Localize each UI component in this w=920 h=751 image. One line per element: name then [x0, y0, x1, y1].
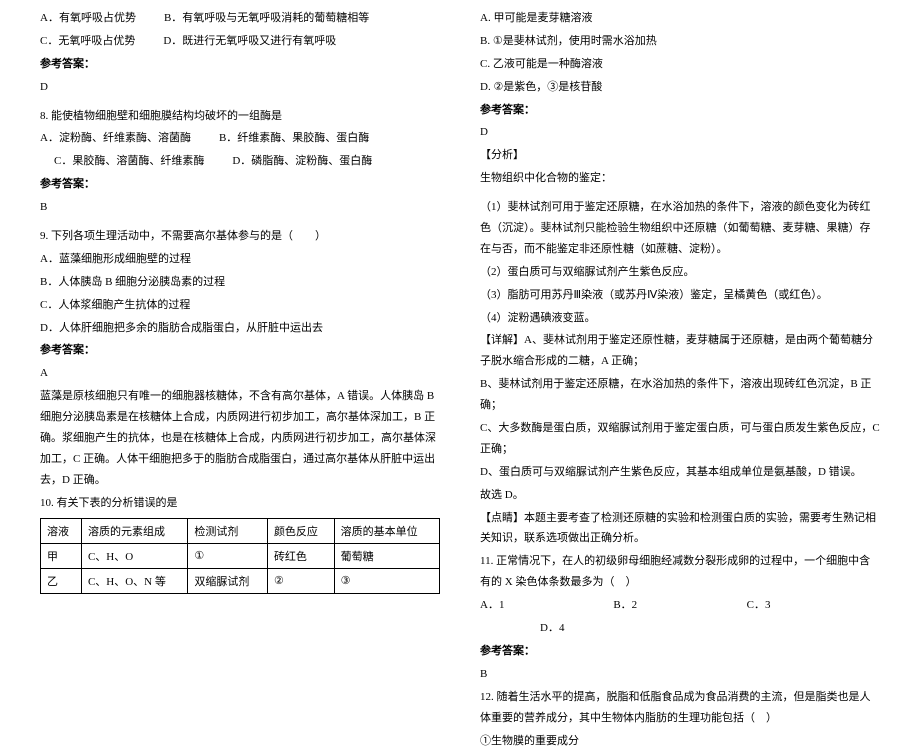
q10-fenxi-h: 【分析】	[480, 145, 880, 166]
q8-opt-a: A．淀粉酶、纤维素酶、溶菌酶	[40, 128, 191, 149]
left-column: A．有氧呼吸占优势 B．有氧呼吸与无氧呼吸消耗的葡萄糖相等 C．无氧呼吸占优势 …	[30, 8, 460, 643]
table-row: 溶液 溶质的元素组成 检测试剂 颜色反应 溶质的基本单位	[41, 518, 440, 543]
q9-ans: A	[40, 363, 440, 384]
q10-ds: 【点睛】本题主要考查了检测还原糖的实验和检测蛋白质的实验，需要考生熟记相关知识，…	[480, 508, 880, 550]
q8-row1: A．淀粉酶、纤维素酶、溶菌酶 B．纤维素酶、果胶酶、蛋白酶	[40, 128, 440, 149]
q10-stem: 10. 有关下表的分析错误的是	[40, 493, 440, 514]
q9-opt-a: A．蓝藻细胞形成细胞壁的过程	[40, 249, 440, 270]
q10-fenxi-line: 生物组织中化合物的鉴定：	[480, 168, 880, 189]
q8-ans: B	[40, 197, 440, 218]
q10-table: 溶液 溶质的元素组成 检测试剂 颜色反应 溶质的基本单位 甲 C、H、O ① 砖…	[40, 518, 440, 594]
q11-opt-b: B．2	[613, 595, 746, 616]
q11-opt-a: A．1	[480, 595, 613, 616]
q8-row2: C．果胶酶、溶菌酶、纤维素酶 D．磷脂酶、淀粉酶、蛋白酶	[40, 151, 440, 172]
q8-ans-label: 参考答案：	[40, 174, 440, 195]
q7-opt-b: B．有氧呼吸与无氧呼吸消耗的葡萄糖相等	[164, 8, 369, 29]
q10-xd: D、蛋白质可与双缩脲试剂产生紫色反应，其基本组成单位是氨基酸，D 错误。	[480, 462, 880, 483]
q10-p1: （1）斐林试剂可用于鉴定还原糖，在水浴加热的条件下，溶液的颜色变化为砖红色（沉淀…	[480, 197, 880, 260]
q10-xc: C、大多数酶是蛋白质，双缩脲试剂用于鉴定蛋白质，可与蛋白质发生紫色反应，C 正确…	[480, 418, 880, 460]
q10-p3: （3）脂肪可用苏丹Ⅲ染液（或苏丹Ⅳ染液）鉴定，呈橘黄色（或红色）。	[480, 285, 880, 306]
th-3: 检测试剂	[188, 518, 268, 543]
q7-ans: D	[40, 77, 440, 98]
q10-gx: 故选 D。	[480, 485, 880, 506]
cell: C、H、O	[81, 543, 187, 568]
q10-p4: （4）淀粉遇碘液变蓝。	[480, 308, 880, 329]
th-5: 溶质的基本单位	[334, 518, 439, 543]
q10-xj: 【详解】A、斐林试剂用于鉴定还原性糖，麦芽糖属于还原糖，是由两个葡萄糖分子脱水缩…	[480, 330, 880, 372]
q11-row1: A．1 B．2 C．3	[480, 595, 880, 616]
q10-xb: B、斐林试剂用于鉴定还原糖，在水浴加热的条件下，溶液出现砖红色沉淀，B 正确；	[480, 374, 880, 416]
cell: 葡萄糖	[334, 543, 439, 568]
cell: ③	[334, 568, 439, 593]
q7-row2: C．无氧呼吸占优势 D．既进行无氧呼吸又进行有氧呼吸	[40, 31, 440, 52]
q8-opt-b: B．纤维素酶、果胶酶、蛋白酶	[219, 128, 369, 149]
cell: ②	[267, 568, 334, 593]
q9-opt-b: B．人体胰岛 B 细胞分泌胰岛素的过程	[40, 272, 440, 293]
q10-ans-label: 参考答案：	[480, 100, 880, 121]
q8-opt-c: C．果胶酶、溶菌酶、纤维素酶	[54, 151, 204, 172]
q9-opt-d: D．人体肝细胞把多余的脂肪合成脂蛋白，从肝脏中运出去	[40, 318, 440, 339]
th-2: 溶质的元素组成	[81, 518, 187, 543]
q7-row1: A．有氧呼吸占优势 B．有氧呼吸与无氧呼吸消耗的葡萄糖相等	[40, 8, 440, 29]
th-4: 颜色反应	[267, 518, 334, 543]
q10-opt-d: D. ②是紫色，③是核苷酸	[480, 77, 880, 98]
right-column: A. 甲可能是麦芽糖溶液 B. ①是斐林试剂，使用时需水浴加热 C. 乙液可能是…	[460, 8, 890, 643]
q10-opt-c: C. 乙液可能是一种酶溶液	[480, 54, 880, 75]
q9-opt-c: C．人体浆细胞产生抗体的过程	[40, 295, 440, 316]
cell: C、H、O、N 等	[81, 568, 187, 593]
q7-opt-a: A．有氧呼吸占优势	[40, 8, 136, 29]
q11-stem: 11. 正常情况下，在人的初级卵母细胞经减数分裂形成卵的过程中，一个细胞中含有的…	[480, 551, 880, 593]
q8-opt-d: D．磷脂酶、淀粉酶、蛋白酶	[232, 151, 372, 172]
th-1: 溶液	[41, 518, 82, 543]
cell: 乙	[41, 568, 82, 593]
q7-opt-c: C．无氧呼吸占优势	[40, 31, 135, 52]
q9-stem: 9. 下列各项生理活动中，不需要高尔基体参与的是（ ）	[40, 226, 440, 247]
q11-opt-c: C．3	[747, 595, 880, 616]
q9-ans-label: 参考答案：	[40, 340, 440, 361]
q11-ans-label: 参考答案：	[480, 641, 880, 662]
q10-ans: D	[480, 122, 880, 143]
cell: 砖红色	[267, 543, 334, 568]
q12-stem: 12. 随着生活水平的提高，脱脂和低脂食品成为食品消费的主流，但是脂类也是人体重…	[480, 687, 880, 729]
q11-opt-d: D．4	[480, 618, 880, 639]
q10-opt-b: B. ①是斐林试剂，使用时需水浴加热	[480, 31, 880, 52]
q7-ans-label: 参考答案：	[40, 54, 440, 75]
q9-explain: 蓝藻是原核细胞只有唯一的细胞器核糖体，不含有高尔基体，A 错误。人体胰岛 B 细…	[40, 386, 440, 490]
q10-p2: （2）蛋白质可与双缩脲试剂产生紫色反应。	[480, 262, 880, 283]
q12-l1: ①生物膜的重要成分	[480, 731, 880, 751]
cell: 双缩脲试剂	[188, 568, 268, 593]
cell: ①	[188, 543, 268, 568]
cell: 甲	[41, 543, 82, 568]
table-row: 甲 C、H、O ① 砖红色 葡萄糖	[41, 543, 440, 568]
q11-ans: B	[480, 664, 880, 685]
q10-opt-a: A. 甲可能是麦芽糖溶液	[480, 8, 880, 29]
q7-opt-d: D．既进行无氧呼吸又进行有氧呼吸	[163, 31, 336, 52]
q8-stem: 8. 能使植物细胞壁和细胞膜结构均破坏的一组酶是	[40, 106, 440, 127]
table-row: 乙 C、H、O、N 等 双缩脲试剂 ② ③	[41, 568, 440, 593]
